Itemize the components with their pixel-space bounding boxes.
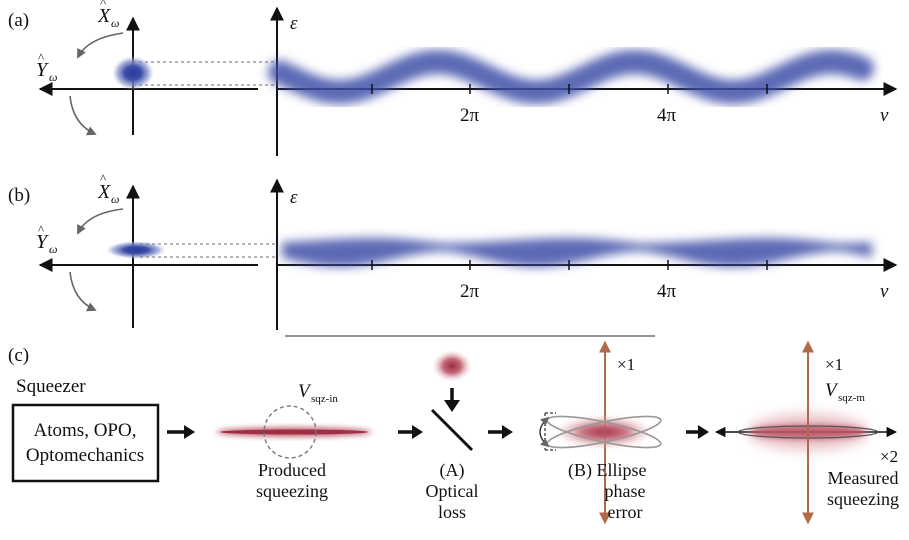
ellipse-caption-2: phase [605,481,646,501]
svg-text:sqz-m: sqz-m [838,392,865,404]
squeezer-box-line-1: Atoms, OPO, [34,420,137,441]
svg-text:^: ^ [38,222,44,237]
produced-squeezing: V sqz-in Produced squeezing [216,381,372,501]
measured-caption-2: squeezing [827,489,899,509]
panel-a-phase-space: X ^ ω Y ^ ω [36,0,278,136]
scale-x1-measured-label: ×1 [825,355,843,374]
v-label: v [880,105,889,126]
panel-a-time-plot: 2π 4π ε v [268,6,898,156]
svg-text:X: X [97,5,111,27]
down-arrow [444,400,460,412]
produced-caption-2: squeezing [256,481,328,501]
flow-arrow-2 [398,425,423,439]
y-quadrature-label: Y ^ ω [36,50,57,84]
panel-b: (b) X ^ ω Y ^ ω [8,171,898,330]
svg-text:V: V [825,380,839,401]
noise-band-wave-a [268,50,874,104]
noise-band-shape-b [282,238,872,267]
measured-caption-1: Measured [828,468,899,488]
amplitude-squeezed-blob [106,241,166,259]
panel-c-label: (c) [8,345,29,366]
squeezer-title: Squeezer [16,376,86,397]
svg-text:ω: ω [49,70,57,84]
flow-arrow-4 [686,425,709,439]
svg-text:sqz-in: sqz-in [311,393,338,405]
y-quadrature-label: Y ^ ω [36,222,57,256]
panel-c: (c) Squeezer Atoms, OPO, Optomechanics V… [8,340,899,525]
tick-label-4pi: 4π [657,281,677,302]
rotation-arrow-bottom [69,95,97,136]
squeezer-box-line-2: Optomechanics [26,445,144,466]
ellipse-phase-error: ×1 (B) Ellipse phase error [539,340,662,525]
flow-arrow-1 [167,425,195,439]
loss-caption-1: (A) [440,460,465,481]
vacuum-noise-blob [432,350,472,382]
tick-label-2pi: 2π [460,105,480,126]
svg-text:Y: Y [36,231,49,253]
x-quadrature-label: X ^ ω [97,0,119,30]
svg-text:^: ^ [38,50,44,65]
scale-x2-label: ×2 [880,447,898,466]
squeezer-box [11,403,160,483]
panel-b-phase-space: X ^ ω Y ^ ω [36,171,278,328]
coherent-state-blob [112,56,154,90]
panel-b-time-plot: 2π 4π ε v [270,178,898,330]
rotation-arrow-top [77,32,124,59]
tick-label-4pi: 4π [657,105,677,126]
v-sqz-m-label: V sqz-m [825,380,865,404]
svg-text:V: V [298,381,312,402]
phase-jitter-arrow [539,416,550,448]
svg-text:ω: ω [111,192,119,206]
measured-squeezing: ×1 V sqz-m ×2 Measured squeezing [714,340,899,525]
loss-caption-2: Optical [426,481,479,501]
produced-caption-1: Produced [258,460,326,480]
flow-arrow-3 [488,425,513,439]
noise-band-wave-b [282,238,872,267]
panel-b-label: (b) [8,185,30,206]
v-sqz-in-label: V sqz-in [298,381,338,405]
x-quadrature-label: X ^ ω [97,171,119,206]
optical-loss: (A) Optical loss [426,350,479,522]
vacuum-circle [263,405,317,459]
epsilon-label: ε [290,187,298,208]
rotation-arrow-bottom [69,271,97,312]
svg-text:X: X [97,181,111,203]
ellipse-caption-1: (B) Ellipse [568,460,647,481]
beam-splitter [430,408,474,452]
svg-text:^: ^ [100,171,106,186]
ellipse-caption-3: error [608,502,643,522]
svg-text:Y: Y [36,59,49,81]
panel-a: (a) X ^ ω Y ^ ω [8,0,898,156]
svg-text:ω: ω [49,242,57,256]
loss-caption-3: loss [438,502,466,522]
scale-x1-label: ×1 [617,355,635,374]
rotation-arrow-top [77,208,124,235]
svg-text:ω: ω [111,16,119,30]
tick-label-2pi: 2π [460,281,480,302]
panel-a-label: (a) [8,10,29,31]
v-label: v [880,281,889,302]
epsilon-label: ε [290,13,298,34]
rotated-squeezed-state [558,417,650,447]
svg-text:^: ^ [100,0,106,10]
